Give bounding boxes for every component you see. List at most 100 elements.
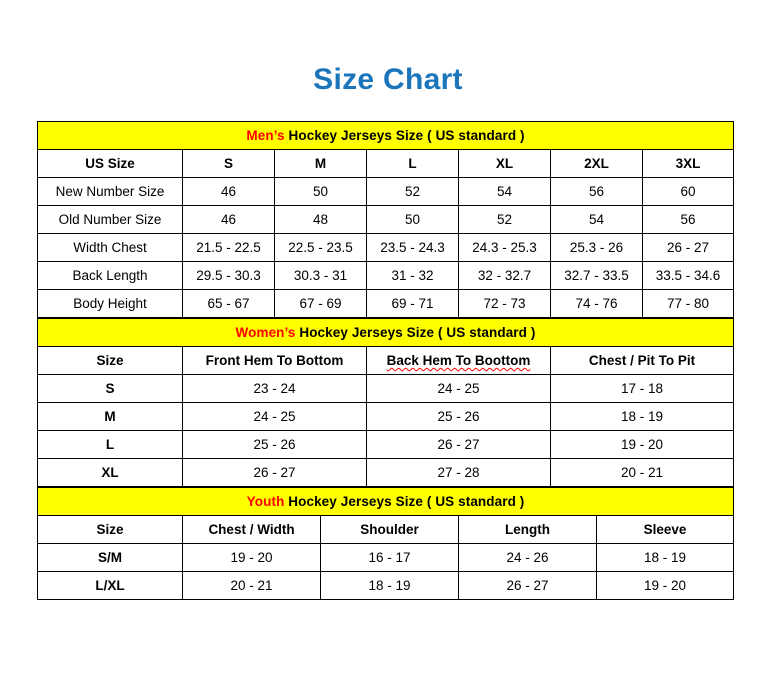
- row-label: Old Number Size: [37, 205, 183, 234]
- data-cell: 25 - 26: [182, 430, 367, 459]
- data-cell: 74 - 76: [550, 289, 643, 318]
- table-row: New Number Size 46 50 52 54 56 60: [37, 177, 735, 206]
- mens-header-row: US Size S M L XL 2XL 3XL: [37, 149, 735, 178]
- row-label: XL: [37, 458, 183, 487]
- data-cell: 18 - 19: [320, 571, 459, 600]
- row-label: S/M: [37, 543, 183, 572]
- data-cell: 25.3 - 26: [550, 233, 643, 262]
- womens-banner-rest: Hockey Jerseys Size ( US standard ): [295, 325, 536, 340]
- data-cell: 32.7 - 33.5: [550, 261, 643, 290]
- data-cell: 16 - 17: [320, 543, 459, 572]
- youth-banner-rest: Hockey Jerseys Size ( US standard ): [284, 494, 525, 509]
- misspelled-word: Back Hem To Boottom: [386, 353, 531, 368]
- size-tables-container: Men’s Hockey Jerseys Size ( US standard …: [36, 121, 735, 600]
- mens-header-cell: 2XL: [550, 149, 643, 178]
- data-cell: 20 - 21: [182, 571, 321, 600]
- data-cell: 50: [366, 205, 459, 234]
- data-cell: 24.3 - 25.3: [458, 233, 551, 262]
- mens-banner-accent: Men’s: [246, 128, 285, 143]
- data-cell: 22.5 - 23.5: [274, 233, 367, 262]
- table-row: S 23 - 24 24 - 25 17 - 18: [37, 374, 734, 403]
- data-cell: 25 - 26: [366, 402, 551, 431]
- data-cell: 48: [274, 205, 367, 234]
- data-cell: 50: [274, 177, 367, 206]
- data-cell: 24 - 25: [182, 402, 367, 431]
- data-cell: 69 - 71: [366, 289, 459, 318]
- mens-header-cell: M: [274, 149, 367, 178]
- data-cell: 26 - 27: [182, 458, 367, 487]
- youth-size-table: Youth Hockey Jerseys Size ( US standard …: [36, 487, 735, 600]
- data-cell: 20 - 21: [550, 458, 734, 487]
- mens-banner-row: Men’s Hockey Jerseys Size ( US standard …: [36, 121, 735, 150]
- youth-banner-accent: Youth: [246, 494, 285, 509]
- youth-header-cell: Size: [37, 515, 183, 544]
- data-cell: 54: [458, 177, 551, 206]
- data-cell: 27 - 28: [366, 458, 551, 487]
- table-row: Width Chest 21.5 - 22.5 22.5 - 23.5 23.5…: [37, 233, 735, 262]
- data-cell: 26 - 27: [366, 430, 551, 459]
- mens-size-table: Men’s Hockey Jerseys Size ( US standard …: [36, 121, 735, 318]
- data-cell: 46: [182, 177, 275, 206]
- womens-header-row: Size Front Hem To Bottom Back Hem To Boo…: [37, 346, 734, 375]
- data-cell: 30.3 - 31: [274, 261, 367, 290]
- table-row: M 24 - 25 25 - 26 18 - 19: [37, 402, 734, 431]
- data-cell: 19 - 20: [550, 430, 734, 459]
- data-cell: 52: [366, 177, 459, 206]
- data-cell: 56: [550, 177, 643, 206]
- womens-banner-row: Women’s Hockey Jerseys Size ( US standar…: [37, 318, 734, 347]
- row-label: Body Height: [37, 289, 183, 318]
- womens-header-cell: Size: [37, 346, 183, 375]
- womens-header-cell: Front Hem To Bottom: [182, 346, 367, 375]
- data-cell: 65 - 67: [182, 289, 275, 318]
- table-row: Body Height 65 - 67 67 - 69 69 - 71 72 -…: [37, 289, 735, 318]
- data-cell: 24 - 26: [458, 543, 597, 572]
- data-cell: 77 - 80: [641, 289, 735, 318]
- page-title: Size Chart: [313, 63, 463, 96]
- table-row: L/XL 20 - 21 18 - 19 26 - 27 19 - 20: [37, 571, 735, 600]
- data-cell: 67 - 69: [274, 289, 367, 318]
- row-label: Back Length: [37, 261, 183, 290]
- mens-header-cell: US Size: [37, 149, 183, 178]
- youth-header-cell: Sleeve: [595, 515, 735, 544]
- data-cell: 18 - 19: [595, 543, 735, 572]
- table-row: S/M 19 - 20 16 - 17 24 - 26 18 - 19: [37, 543, 735, 572]
- youth-banner-row: Youth Hockey Jerseys Size ( US standard …: [36, 487, 735, 516]
- data-cell: 60: [641, 177, 735, 206]
- womens-header-cell: Back Hem To Boottom: [366, 346, 551, 375]
- youth-header-row: Size Chest / Width Shoulder Length Sleev…: [37, 515, 735, 544]
- data-cell: 17 - 18: [550, 374, 734, 403]
- data-cell: 18 - 19: [550, 402, 734, 431]
- youth-header-cell: Length: [458, 515, 597, 544]
- data-cell: 19 - 20: [595, 571, 735, 600]
- womens-header-cell: Chest / Pit To Pit: [550, 346, 734, 375]
- mens-header-cell: S: [182, 149, 275, 178]
- table-row: XL 26 - 27 27 - 28 20 - 21: [37, 458, 734, 487]
- mens-header-cell: L: [366, 149, 459, 178]
- data-cell: 54: [550, 205, 643, 234]
- womens-size-table: Women’s Hockey Jerseys Size ( US standar…: [37, 318, 734, 487]
- table-row: L 25 - 26 26 - 27 19 - 20: [37, 430, 734, 459]
- data-cell: 46: [182, 205, 275, 234]
- womens-banner-accent: Women’s: [235, 325, 296, 340]
- mens-header-cell: XL: [458, 149, 551, 178]
- data-cell: 31 - 32: [366, 261, 459, 290]
- data-cell: 26 - 27: [458, 571, 597, 600]
- data-cell: 24 - 25: [366, 374, 551, 403]
- row-label: New Number Size: [37, 177, 183, 206]
- data-cell: 19 - 20: [182, 543, 321, 572]
- data-cell: 52: [458, 205, 551, 234]
- data-cell: 29.5 - 30.3: [182, 261, 275, 290]
- data-cell: 23 - 24: [182, 374, 367, 403]
- data-cell: 56: [641, 205, 735, 234]
- table-row: Old Number Size 46 48 50 52 54 56: [37, 205, 735, 234]
- mens-banner-rest: Hockey Jerseys Size ( US standard ): [284, 128, 525, 143]
- data-cell: 33.5 - 34.6: [641, 261, 735, 290]
- data-cell: 26 - 27: [641, 233, 735, 262]
- table-row: Back Length 29.5 - 30.3 30.3 - 31 31 - 3…: [37, 261, 735, 290]
- mens-header-cell: 3XL: [641, 149, 735, 178]
- row-label: L/XL: [37, 571, 183, 600]
- data-cell: 23.5 - 24.3: [366, 233, 459, 262]
- row-label: M: [37, 402, 183, 431]
- womens-banner-cell: Women’s Hockey Jerseys Size ( US standar…: [37, 318, 734, 347]
